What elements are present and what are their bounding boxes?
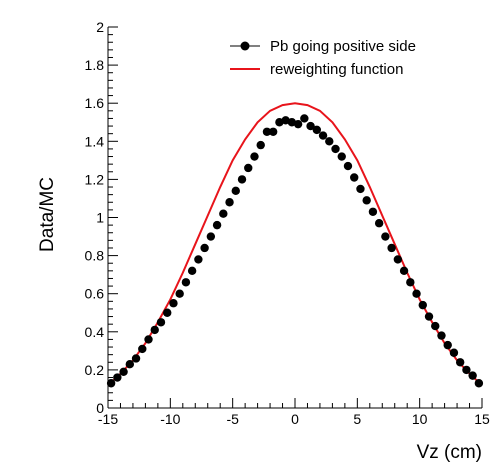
y-tick-label: 1.6 xyxy=(85,95,105,111)
data-point xyxy=(113,373,122,382)
y-tick-label: 1.2 xyxy=(85,171,105,187)
data-point xyxy=(219,209,228,218)
data-point xyxy=(231,186,240,196)
data-point xyxy=(406,278,415,287)
data-point xyxy=(356,184,365,194)
x-tick-label: 0 xyxy=(291,411,299,427)
x-tick-label: 5 xyxy=(353,411,361,427)
y-axis-title: Data/MC xyxy=(37,177,58,252)
data-point xyxy=(156,318,166,327)
data-point xyxy=(325,137,334,146)
y-tick-label: 0.4 xyxy=(85,324,105,340)
data-point xyxy=(206,232,216,241)
data-point xyxy=(150,325,159,335)
data-point xyxy=(455,358,465,367)
x-axis-title: Vz (cm) xyxy=(417,442,482,463)
y-tick-label: 1 xyxy=(96,210,104,226)
data-point xyxy=(368,207,378,216)
data-point xyxy=(443,340,452,350)
data-point xyxy=(225,198,234,207)
data-point xyxy=(387,243,396,253)
data-point xyxy=(418,300,427,310)
data-point xyxy=(449,348,459,357)
data-point xyxy=(163,308,172,317)
data-point xyxy=(293,119,303,129)
legend-label-data: Pb going positive side xyxy=(270,38,416,55)
data-point xyxy=(212,220,222,230)
data-point xyxy=(431,321,440,331)
data-point xyxy=(175,289,184,298)
data-point xyxy=(181,278,191,287)
data-point xyxy=(268,127,278,136)
data-point xyxy=(462,365,471,375)
data-point xyxy=(474,379,484,388)
data-point xyxy=(169,299,178,308)
data-point xyxy=(262,127,272,136)
data-point xyxy=(437,331,446,340)
data-point xyxy=(106,379,116,388)
data-point xyxy=(337,152,346,161)
data-point xyxy=(306,121,315,131)
x-tick-label: 10 xyxy=(412,411,428,427)
y-tick-label: 1.4 xyxy=(85,133,105,149)
y-tick-label: 0.2 xyxy=(85,362,105,378)
y-tick-label: 1.8 xyxy=(85,57,105,73)
data-point xyxy=(312,125,322,135)
data-point xyxy=(256,140,265,150)
data-point xyxy=(200,243,209,253)
y-tick-label: 0.6 xyxy=(85,286,105,302)
y-tick-label: 2 xyxy=(96,19,104,35)
data-point xyxy=(119,367,128,377)
x-tick-label: -10 xyxy=(160,411,180,427)
x-tick-label: 15 xyxy=(474,411,490,427)
data-point xyxy=(131,354,141,363)
data-point xyxy=(244,163,253,173)
reweighting-function-series xyxy=(107,102,483,386)
data-point xyxy=(138,344,147,354)
data-point xyxy=(343,161,353,171)
x-ticks: -15 -10 -5 0 5 10 15 xyxy=(98,398,490,427)
data-point xyxy=(250,152,259,161)
data-point xyxy=(424,312,434,321)
data-point xyxy=(412,289,421,298)
data-point xyxy=(381,232,390,241)
x-tick-label: -15 xyxy=(98,411,118,427)
legend-marker-dot xyxy=(240,41,250,51)
data-point xyxy=(125,359,135,369)
data-point xyxy=(393,255,403,264)
legend: Pb going positive side reweighting funct… xyxy=(230,38,416,78)
plot-frame xyxy=(107,27,482,409)
data-point xyxy=(300,114,309,123)
y-tick-label: 0 xyxy=(96,400,104,416)
data-point xyxy=(374,219,384,228)
data-point xyxy=(194,255,203,264)
reweighting-function-line xyxy=(107,102,483,386)
data-point xyxy=(399,266,409,276)
data-point xyxy=(331,144,340,154)
y-tick-label: 0.8 xyxy=(85,248,105,264)
legend-label-function: reweighting function xyxy=(270,61,403,78)
data-point xyxy=(187,266,197,276)
data-points-series xyxy=(106,114,484,388)
data-point xyxy=(362,196,371,205)
data-point xyxy=(350,173,359,182)
data-point xyxy=(318,131,328,140)
x-tick-label: -5 xyxy=(226,411,239,427)
data-point xyxy=(144,335,153,344)
data-point xyxy=(468,371,477,380)
data-point xyxy=(237,175,247,184)
y-ticks: 0 0.2 0.4 0.6 0.8 1 1.2 1.4 1.6 1.8 2 xyxy=(85,19,118,416)
